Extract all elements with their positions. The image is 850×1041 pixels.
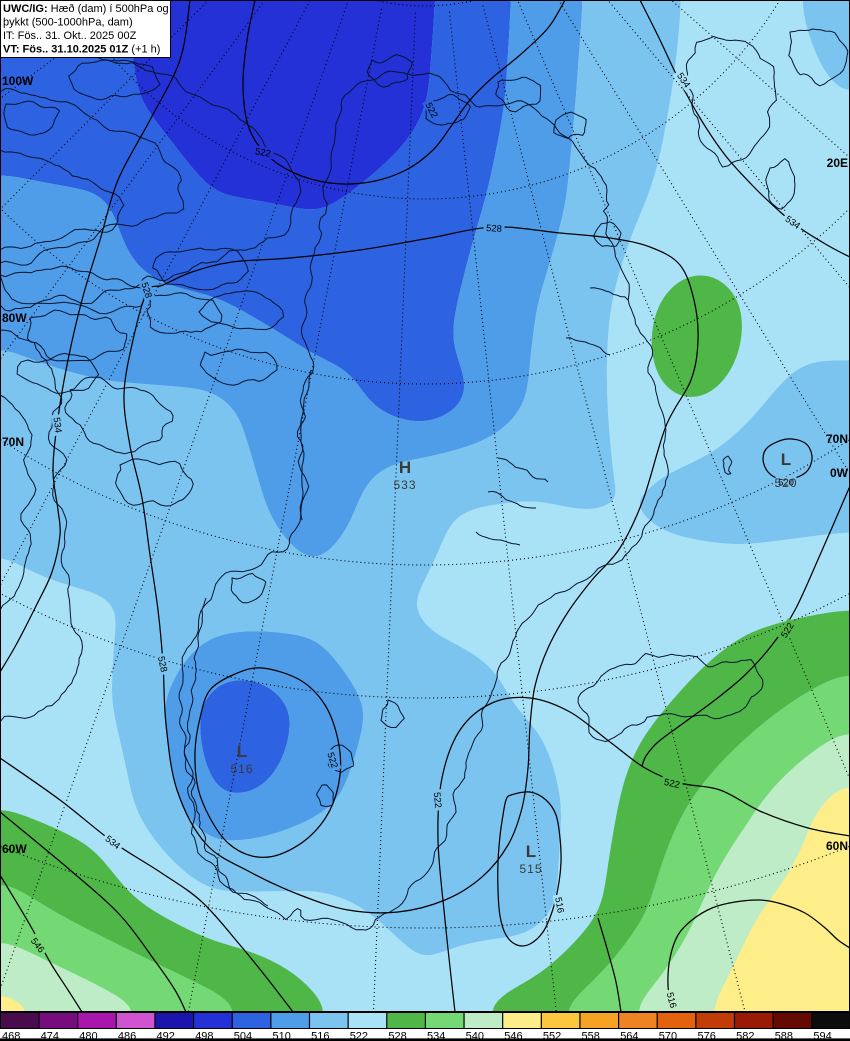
svg-text:0W: 0W — [830, 466, 849, 480]
svg-text:498: 498 — [195, 1031, 213, 1041]
svg-text:522: 522 — [431, 792, 444, 809]
svg-text:540: 540 — [466, 1031, 484, 1041]
svg-text:564: 564 — [620, 1031, 638, 1041]
svg-text:20E: 20E — [827, 156, 848, 170]
svg-text:522: 522 — [324, 751, 339, 769]
svg-text:576: 576 — [698, 1031, 716, 1041]
svg-text:546: 546 — [504, 1031, 522, 1041]
svg-text:480: 480 — [79, 1031, 97, 1041]
svg-text:588: 588 — [775, 1031, 793, 1041]
svg-text:504: 504 — [234, 1031, 252, 1041]
svg-text:60N: 60N — [826, 839, 848, 853]
svg-text:516: 516 — [664, 991, 679, 1009]
svg-text:80W: 80W — [2, 311, 27, 325]
svg-text:468: 468 — [2, 1031, 20, 1041]
svg-text:70N: 70N — [826, 432, 848, 446]
svg-text:IT: Fös.. 31. Okt.. 2025 00Z: IT: Fös.. 31. Okt.. 2025 00Z — [3, 30, 137, 42]
svg-text:VT: Fös.. 31.10.2025 01Z (+1 h: VT: Fös.. 31.10.2025 01Z (+1 h) — [3, 44, 160, 56]
svg-text:þykkt (500-1000hPa, dam): þykkt (500-1000hPa, dam) — [3, 17, 133, 29]
svg-text:570: 570 — [659, 1031, 677, 1041]
svg-text:522: 522 — [350, 1031, 368, 1041]
svg-text:552: 552 — [543, 1031, 561, 1041]
svg-text:528: 528 — [486, 223, 503, 235]
svg-text:L: L — [237, 742, 247, 761]
svg-text:533: 533 — [393, 478, 416, 492]
svg-text:520: 520 — [774, 476, 797, 490]
svg-text:100W: 100W — [2, 74, 34, 88]
svg-text:520: 520 — [778, 478, 794, 489]
svg-text:516: 516 — [311, 1031, 329, 1041]
svg-text:L: L — [526, 842, 536, 861]
svg-text:516: 516 — [552, 896, 566, 914]
svg-text:474: 474 — [41, 1031, 59, 1041]
svg-text:510: 510 — [273, 1031, 291, 1041]
svg-text:516: 516 — [230, 762, 253, 776]
svg-text:522: 522 — [663, 777, 681, 791]
svg-text:594: 594 — [813, 1031, 831, 1041]
svg-text:H: H — [399, 458, 411, 477]
svg-text:582: 582 — [736, 1031, 754, 1041]
svg-text:515: 515 — [519, 862, 542, 876]
svg-text:492: 492 — [157, 1031, 175, 1041]
svg-text:486: 486 — [118, 1031, 136, 1041]
svg-text:UWC/IG: Hæð (dam) í 500hPa og: UWC/IG: Hæð (dam) í 500hPa og — [3, 3, 169, 15]
svg-text:70N: 70N — [2, 435, 24, 449]
svg-text:558: 558 — [582, 1031, 600, 1041]
svg-text:522: 522 — [254, 146, 272, 160]
svg-text:534: 534 — [427, 1031, 445, 1041]
svg-text:528: 528 — [138, 281, 153, 299]
svg-text:L: L — [781, 450, 791, 469]
svg-text:528: 528 — [388, 1031, 406, 1041]
svg-text:528: 528 — [155, 655, 169, 673]
svg-text:60W: 60W — [2, 842, 27, 856]
svg-text:534: 534 — [51, 417, 64, 434]
